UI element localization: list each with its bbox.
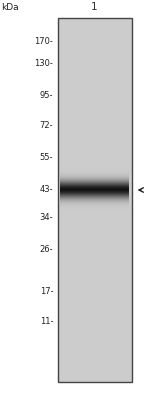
Bar bbox=[60, 181, 129, 183]
Bar bbox=[60, 179, 129, 181]
Bar bbox=[60, 199, 129, 200]
Text: 72-: 72- bbox=[40, 122, 53, 130]
Bar bbox=[60, 168, 129, 169]
Text: 43-: 43- bbox=[40, 186, 53, 194]
Text: 170-: 170- bbox=[34, 38, 53, 46]
Bar bbox=[60, 206, 129, 207]
Bar bbox=[60, 211, 129, 212]
Bar bbox=[60, 214, 129, 215]
Bar bbox=[60, 205, 129, 206]
Bar bbox=[60, 172, 129, 173]
Bar bbox=[60, 174, 129, 175]
Bar bbox=[60, 209, 129, 210]
Bar bbox=[60, 184, 129, 186]
Text: 55-: 55- bbox=[40, 154, 53, 162]
Bar bbox=[60, 190, 129, 192]
Bar bbox=[60, 210, 129, 211]
Bar bbox=[60, 167, 129, 168]
Bar bbox=[60, 187, 129, 188]
Text: kDa: kDa bbox=[1, 3, 19, 12]
Text: 34-: 34- bbox=[40, 214, 53, 222]
Bar bbox=[60, 166, 129, 167]
Text: 17-: 17- bbox=[40, 288, 53, 296]
Bar bbox=[58, 18, 132, 382]
Bar bbox=[60, 176, 129, 177]
Bar bbox=[60, 195, 129, 196]
Bar bbox=[60, 202, 129, 203]
Bar bbox=[60, 189, 129, 190]
Bar bbox=[60, 192, 129, 194]
Bar bbox=[60, 196, 129, 197]
Bar bbox=[60, 183, 129, 185]
Bar bbox=[60, 178, 129, 180]
Bar bbox=[60, 197, 129, 198]
Bar bbox=[60, 212, 129, 214]
Text: 26-: 26- bbox=[40, 246, 53, 254]
Bar bbox=[60, 174, 129, 176]
Text: 95-: 95- bbox=[40, 92, 53, 100]
Bar bbox=[60, 186, 129, 188]
Bar bbox=[60, 201, 129, 202]
Bar bbox=[60, 169, 129, 170]
Bar bbox=[60, 207, 129, 208]
Bar bbox=[60, 216, 129, 217]
Bar bbox=[60, 216, 129, 218]
Bar bbox=[60, 180, 129, 182]
Bar bbox=[60, 176, 129, 178]
Bar bbox=[60, 160, 129, 161]
Bar bbox=[60, 203, 129, 204]
Bar bbox=[60, 208, 129, 209]
Bar bbox=[60, 188, 129, 190]
Bar bbox=[60, 204, 129, 205]
Bar bbox=[60, 194, 129, 195]
Text: 1: 1 bbox=[91, 2, 98, 12]
Bar bbox=[60, 161, 129, 162]
Bar bbox=[60, 164, 129, 165]
Bar bbox=[60, 170, 129, 172]
Bar bbox=[60, 172, 129, 174]
Bar bbox=[60, 198, 129, 199]
Bar bbox=[60, 178, 129, 179]
Bar bbox=[60, 218, 129, 219]
Bar bbox=[60, 191, 129, 192]
Bar bbox=[60, 165, 129, 166]
Bar bbox=[60, 200, 129, 201]
Bar bbox=[60, 214, 129, 216]
Bar bbox=[60, 170, 129, 171]
Bar bbox=[60, 182, 129, 184]
Bar bbox=[60, 163, 129, 164]
Bar bbox=[60, 193, 129, 194]
Bar bbox=[60, 212, 129, 213]
Text: 11-: 11- bbox=[40, 318, 53, 326]
Text: 130-: 130- bbox=[34, 60, 53, 68]
Bar bbox=[60, 185, 129, 186]
Bar bbox=[60, 162, 129, 163]
